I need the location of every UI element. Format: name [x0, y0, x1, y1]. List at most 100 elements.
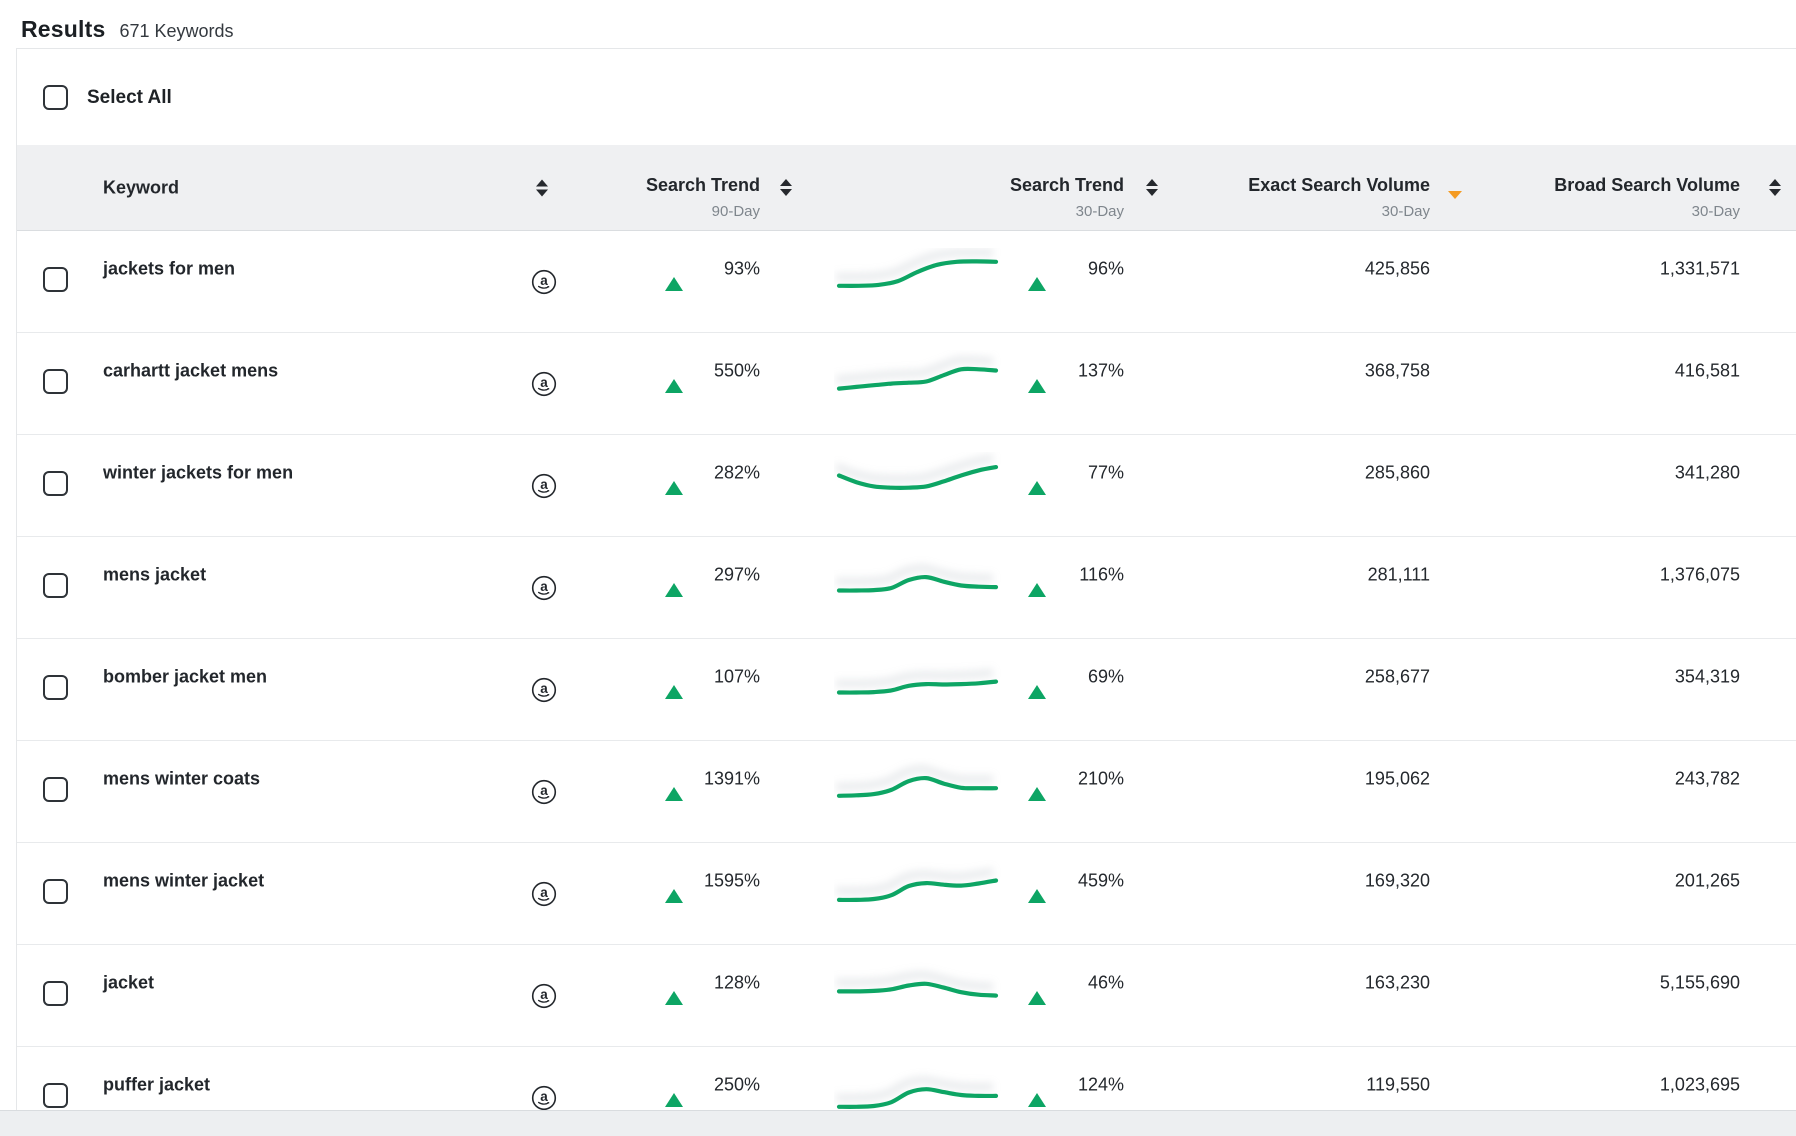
sort-icon-exact-search-volume-desc-active[interactable]	[1448, 190, 1462, 199]
svg-text:a: a	[540, 476, 548, 491]
svg-text:a: a	[540, 986, 548, 1001]
table-row: mens winter coats a 1391% 210% 195,062 243,78…	[17, 741, 1796, 843]
keyword-label: winter jackets for men	[103, 462, 294, 482]
amazon-icon[interactable]: a	[530, 880, 558, 908]
triangle-up-icon	[1028, 463, 1046, 495]
sort-down-icon	[780, 188, 792, 196]
search-trend-sparkline	[834, 554, 1001, 606]
sort-icon-keyword[interactable]	[536, 179, 548, 196]
triangle-up-icon	[1028, 565, 1046, 597]
search-trend-30-value: 96%	[1087, 258, 1124, 278]
broad-search-volume-value: 243,782	[1674, 768, 1740, 788]
triangle-up-icon	[665, 667, 683, 699]
amazon-icon[interactable]: a	[530, 778, 558, 806]
search-trend-sparkline	[834, 247, 1001, 300]
amazon-icon[interactable]: a	[530, 574, 558, 602]
trend-up-icon-30day	[1028, 259, 1046, 291]
svg-text:a: a	[540, 374, 548, 389]
select-all-label: Select All	[87, 87, 172, 108]
trend-up-icon-30day	[1028, 769, 1046, 801]
row-checkbox[interactable]	[43, 368, 68, 394]
triangle-up-icon	[665, 565, 683, 597]
search-trend-90-value: 1391%	[703, 768, 760, 788]
trend-up-icon-30day	[1028, 463, 1046, 495]
svg-text:a: a	[540, 578, 548, 593]
triangle-up-icon	[665, 973, 683, 1005]
triangle-up-icon	[665, 871, 683, 903]
results-panel: Select All Keyword Search Trend 90-Day S…	[16, 48, 1796, 1136]
trend-up-icon-90day	[665, 769, 683, 801]
table-row: carhartt jacket mens a 550% 137% 368,758 416,…	[17, 333, 1796, 435]
column-header-exact-search-volume[interactable]: Exact Search Volume 30-Day	[1248, 175, 1430, 220]
triangle-up-icon	[1028, 667, 1046, 699]
row-checkbox[interactable]	[43, 980, 68, 1006]
broad-search-volume-value: 5,155,690	[1659, 972, 1740, 992]
column-header-broad-search-volume[interactable]: Broad Search Volume 30-Day	[1554, 175, 1740, 220]
triangle-up-icon	[1028, 769, 1046, 801]
sort-down-icon	[1146, 188, 1158, 196]
trend-up-icon-30day	[1028, 361, 1046, 393]
row-checkbox[interactable]	[43, 878, 68, 904]
amazon-icon[interactable]: a	[530, 982, 558, 1010]
row-checkbox[interactable]	[43, 266, 68, 292]
exact-search-volume-value: 195,062	[1364, 768, 1430, 788]
row-checkbox[interactable]	[43, 674, 68, 700]
keyword-label: carhartt jacket mens	[103, 360, 279, 380]
search-trend-30-value: 69%	[1087, 666, 1124, 686]
search-trend-90-value: 282%	[713, 462, 760, 482]
search-trend-90-value: 1595%	[703, 870, 760, 890]
page-title: Results	[21, 16, 106, 42]
table-row: mens jacket a 297% 116% 281,111 1,376,075	[17, 537, 1796, 639]
search-trend-30-value: 116%	[1079, 564, 1124, 584]
amazon-icon[interactable]: a	[530, 268, 558, 296]
table-body: jackets for men a 93% 96% 425,856 1,331,571 ca…	[17, 231, 1796, 1136]
amazon-icon[interactable]: a	[530, 370, 558, 398]
triangle-up-icon	[1028, 259, 1046, 291]
sort-desc-orange-icon	[1448, 190, 1462, 199]
search-trend-90-value: 297%	[713, 564, 760, 584]
triangle-up-icon	[1028, 1075, 1046, 1107]
sort-icon-search-trend-30[interactable]	[1146, 178, 1158, 196]
keyword-label: jacket	[103, 972, 155, 992]
column-header-search-trend-90[interactable]: Search Trend 90-Day	[645, 175, 760, 220]
table-row: jacket a 128% 46% 163,230 5,155,690	[17, 945, 1796, 1047]
table-row: jackets for men a 93% 96% 425,856 1,331,571	[17, 231, 1796, 333]
row-checkbox[interactable]	[43, 470, 68, 496]
trend-up-icon-90day	[665, 973, 683, 1005]
sort-icon-search-trend-90[interactable]	[780, 178, 792, 196]
search-trend-sparkline	[834, 962, 1001, 1014]
trend-up-icon-30day	[1028, 871, 1046, 903]
amazon-icon[interactable]: a	[530, 472, 558, 500]
select-all-checkbox[interactable]	[43, 85, 68, 110]
search-trend-30-value: 210%	[1077, 768, 1124, 788]
triangle-up-icon	[665, 463, 683, 495]
trend-up-icon-90day	[665, 361, 683, 393]
trend-up-icon-90day	[665, 667, 683, 699]
search-trend-90-value: 250%	[713, 1074, 760, 1094]
row-checkbox[interactable]	[43, 776, 68, 802]
svg-text:a: a	[540, 272, 548, 287]
trend-up-icon-90day	[665, 259, 683, 291]
row-checkbox[interactable]	[43, 1082, 68, 1108]
search-trend-sparkline	[834, 350, 1001, 402]
broad-search-volume-value: 201,265	[1674, 870, 1740, 890]
row-checkbox[interactable]	[43, 572, 68, 598]
trend-up-icon-30day	[1028, 667, 1046, 699]
search-trend-30-value: 77%	[1087, 462, 1124, 482]
amazon-icon[interactable]: a	[530, 1084, 558, 1112]
exact-search-volume-value: 368,758	[1364, 360, 1430, 380]
search-trend-30-value: 124%	[1077, 1074, 1124, 1094]
column-header-keyword[interactable]: Keyword	[103, 177, 180, 197]
select-all-row: Select All	[17, 49, 1796, 145]
amazon-icon[interactable]: a	[530, 676, 558, 704]
search-trend-30-value: 459%	[1077, 870, 1124, 890]
table-row: winter jackets for men a 282% 77% 285,860 341…	[17, 435, 1796, 537]
broad-search-volume-value: 1,376,075	[1659, 564, 1740, 584]
exact-search-volume-value: 169,320	[1364, 870, 1430, 890]
keyword-label: puffer jacket	[103, 1074, 211, 1094]
column-header-search-trend-30[interactable]: Search Trend 30-Day	[1009, 175, 1124, 220]
triangle-up-icon	[1028, 361, 1046, 393]
sort-icon-broad-search-volume[interactable]	[1769, 178, 1781, 196]
triangle-up-icon	[665, 259, 683, 291]
